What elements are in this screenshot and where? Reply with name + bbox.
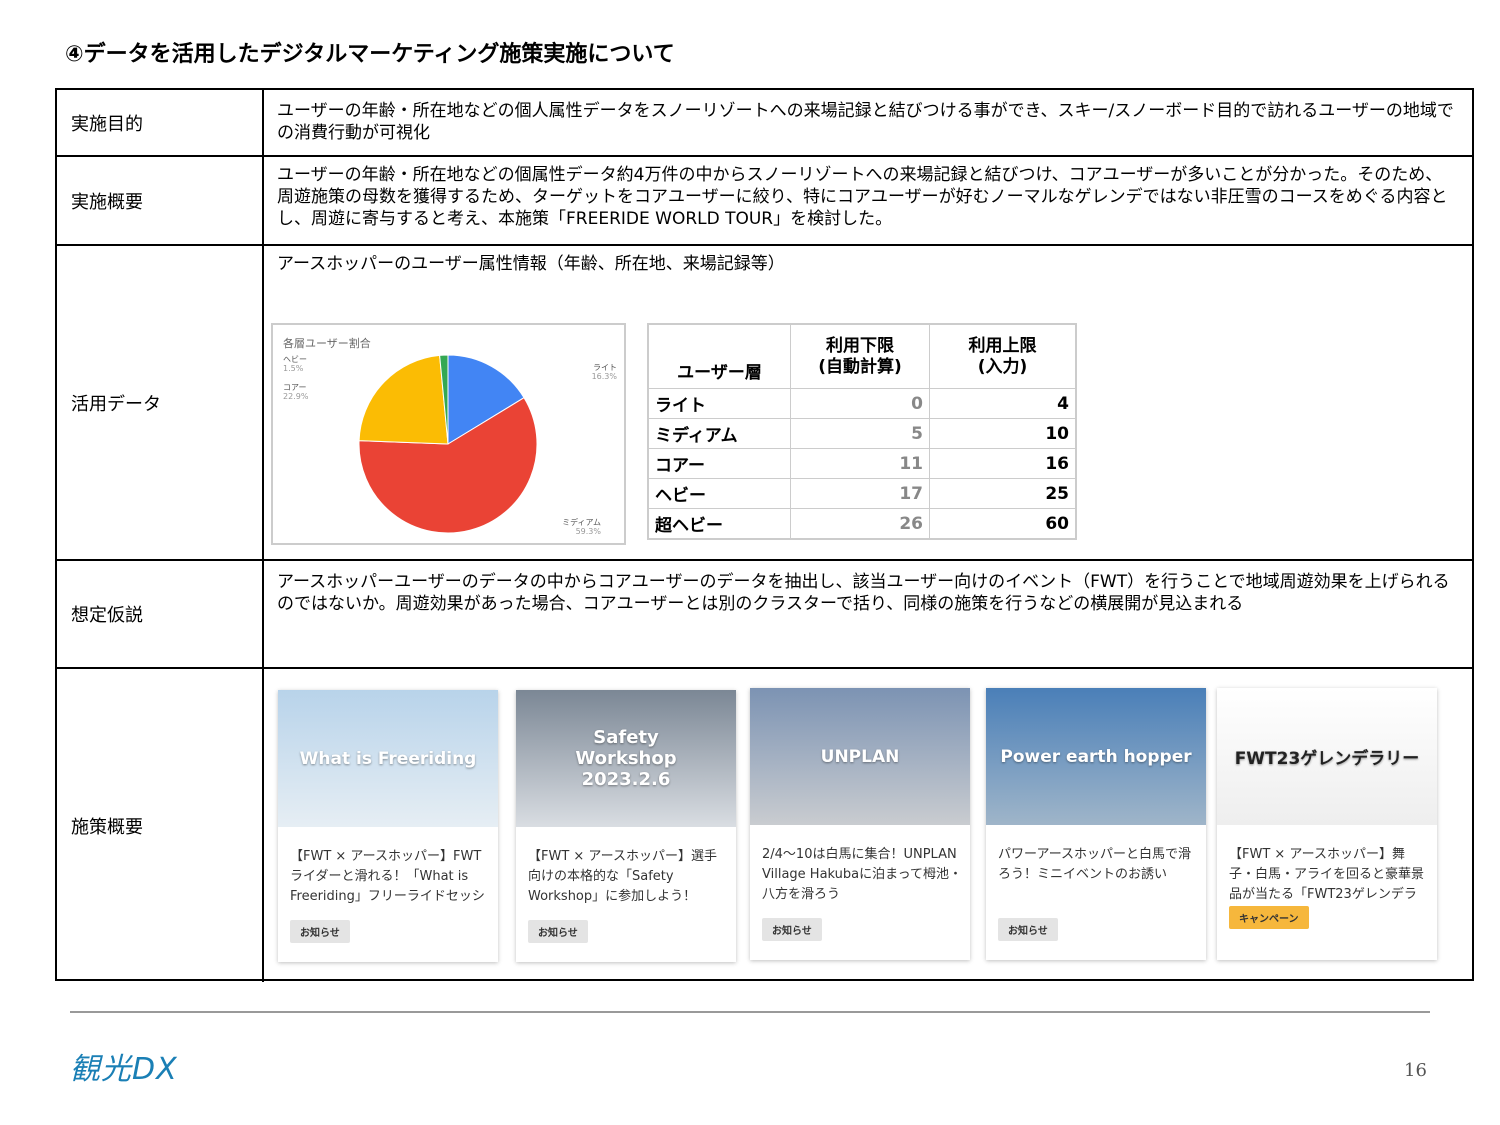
card-caption: 【FWT × アースホッパー】FWTライダーと滑れる！「What is Free…	[290, 849, 485, 904]
pie-title: 各層ユーザー割合	[283, 337, 371, 350]
tier-cell: 60	[929, 508, 1077, 540]
row-text: アースホッパーのユーザー属性情報（年齢、所在地、来場記録等）	[277, 254, 785, 274]
table-row: 施策概要	[57, 667, 1472, 982]
pie-label: コアー 22.9%	[283, 383, 308, 401]
tier-header-line: (入力)	[977, 357, 1028, 377]
tier-cell: ミディアム	[647, 418, 791, 449]
tier-cell: 5	[790, 418, 930, 449]
tier-row: コアー 11 16	[647, 448, 1077, 479]
pie-chart-box: 各層ユーザー割合ライト 16.3% ミディアム 59.3% コアー 22.9% ヘビー 1.5…	[271, 323, 626, 545]
card-image-text: Power earth hopper	[1000, 746, 1192, 767]
row-text: アースホッパーユーザーのデータの中からコアユーザーのデータを抽出し、該当ユーザー…	[277, 572, 1450, 614]
row-text: ユーザーの年齢・所在地などの個人属性データをスノーリゾートへの来場記録と結びつけ…	[277, 101, 1454, 143]
tier-cell: コアー	[647, 448, 791, 479]
pie-label-name: ヘビー	[283, 355, 307, 364]
pie-label: ヘビー 1.5%	[283, 355, 307, 373]
card-tag[interactable]: キャンペーン	[1229, 906, 1309, 929]
tier-cell: 16	[929, 448, 1077, 479]
pie-label-value: 1.5%	[283, 364, 304, 373]
card-caption: パワーアースホッパーと白馬で滑ろう！ミニイベントのお誘い	[998, 847, 1192, 882]
table-row: 実施目的 ユーザーの年齢・所在地などの個人属性データをスノーリゾートへの来場記録と…	[57, 90, 1472, 155]
tier-header: ユーザー層	[647, 323, 791, 389]
card-caption: 2/4〜10は白馬に集合！UNPLAN Village Hakubaに泊まって栂…	[762, 847, 962, 902]
pie-label-value: 59.3%	[575, 527, 601, 536]
pie-label: ミディアム 59.3%	[562, 518, 601, 536]
card-image-text: UNPLAN	[820, 746, 900, 767]
card-caption: 【FWT × アースホッパー】選手向けの本格的な「Safety Workshop…	[528, 849, 717, 904]
pie-svg	[358, 354, 538, 534]
tier-cell: 超ヘビー	[647, 508, 791, 540]
tier-header-line: (自動計算)	[818, 357, 902, 377]
card-image-text: Workshop	[575, 748, 677, 769]
pie-label: ライト 16.3%	[592, 363, 617, 381]
card-image-text: Safety	[593, 727, 659, 748]
table-row: 活用データ アースホッパーのユーザー属性情報（年齢、所在地、来場記録等）	[57, 244, 1472, 559]
pie-label-name: コアー	[283, 383, 307, 392]
card-image: Safety Workshop 2023.2.6	[516, 690, 736, 827]
pie-slice	[447, 354, 525, 445]
pie-label-name: ミディアム	[562, 518, 601, 527]
tier-table: ユーザー層 利用下限 (自動計算) 利用上限 (入力) ライト 0 4 ミディアム 5 10 コアー 1…	[647, 323, 1077, 540]
card-image-text: What is Freeriding	[299, 748, 477, 769]
tier-cell: 11	[790, 448, 930, 479]
footer-rule	[70, 1011, 1430, 1013]
card-image-text: FWT23ゲレンデラリー	[1234, 749, 1420, 769]
tier-header-line: ユーザー層	[677, 363, 762, 383]
pie-label-name: ライト	[593, 363, 617, 372]
card-tag[interactable]: お知らせ	[528, 920, 588, 943]
tier-row: ライト 0 4	[647, 388, 1077, 419]
card-image: What is Freeriding	[278, 690, 498, 827]
card-image: FWT23ゲレンデラリー	[1217, 688, 1437, 825]
footer-logo: 観光DX	[70, 1052, 178, 1087]
row-label: 実施概要	[57, 157, 264, 244]
row-label: 想定仮説	[57, 561, 264, 667]
card-tag[interactable]: お知らせ	[762, 918, 822, 941]
tier-row: ミディアム 5 10	[647, 418, 1077, 449]
row-label: 施策概要	[57, 669, 264, 982]
row-label: 活用データ	[57, 246, 264, 559]
tier-cell: 25	[929, 478, 1077, 509]
tier-cell: 17	[790, 478, 930, 509]
card-image: Power earth hopper	[986, 688, 1206, 825]
row-text: ユーザーの年齢・所在地などの個属性データ約4万件の中からスノーリゾートへの来場記…	[277, 165, 1448, 229]
news-card[interactable]: What is Freeriding 【FWT × アースホッパー】FWTライダー…	[278, 690, 498, 962]
news-card[interactable]: UNPLAN 2/4〜10は白馬に集合！UNPLAN Village Hakuba…	[750, 688, 970, 960]
tier-header-row: ユーザー層 利用下限 (自動計算) 利用上限 (入力)	[647, 323, 1077, 389]
pie-slice	[439, 354, 449, 445]
card-image: UNPLAN	[750, 688, 970, 825]
tier-cell: 0	[790, 388, 930, 419]
card-tag[interactable]: お知らせ	[998, 918, 1058, 941]
table-row: 実施概要 ユーザーの年齢・所在地などの個属性データ約4万件の中からスノーリゾートへ…	[57, 155, 1472, 244]
tier-row: 超ヘビー 26 60	[647, 508, 1077, 540]
pie-slice	[358, 397, 538, 534]
pie-label-value: 16.3%	[591, 372, 617, 381]
slide-title: ④データを活用したデジタルマーケティング施策実施について	[65, 42, 675, 67]
news-card[interactable]: Power earth hopper パワーアースホッパーと白馬で滑ろう！ミニイベ…	[986, 688, 1206, 960]
tier-header: 利用上限 (入力)	[929, 323, 1077, 389]
news-card[interactable]: Safety Workshop 2023.2.6 【FWT × アースホッパー】選手向…	[516, 690, 736, 962]
tier-cell: ライト	[647, 388, 791, 419]
tier-cell: ヘビー	[647, 478, 791, 509]
table-row: 想定仮説 アースホッパーユーザーのデータの中からコアユーザーのデータを抽出し、該当…	[57, 559, 1472, 667]
row-label: 実施目的	[57, 90, 264, 155]
tier-header-line: 利用下限	[826, 336, 894, 356]
tier-cell: 26	[790, 508, 930, 540]
tier-row: ヘビー 17 25	[647, 478, 1077, 509]
tier-cell: 4	[929, 388, 1077, 419]
pie-label-value: 22.9%	[283, 392, 309, 401]
card-tag[interactable]: お知らせ	[290, 920, 350, 943]
pie-slice	[358, 354, 449, 445]
main-table: 実施目的 ユーザーの年齢・所在地などの個人属性データをスノーリゾートへの来場記録と…	[55, 88, 1474, 982]
card-image-text: 2023.2.6	[581, 769, 671, 790]
news-card[interactable]: FWT23ゲレンデラリー 【FWT × アースホッパー】舞子・白馬・アライを回ると…	[1217, 688, 1437, 960]
page-number: 16	[1404, 1060, 1427, 1081]
tier-header: 利用下限 (自動計算)	[790, 323, 930, 389]
tier-cell: 10	[929, 418, 1077, 449]
tier-header-line: 利用上限	[968, 336, 1037, 356]
